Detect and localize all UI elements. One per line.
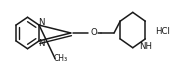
Text: N: N <box>38 39 44 48</box>
Text: HCl: HCl <box>155 27 170 36</box>
Text: N: N <box>38 18 44 27</box>
Text: CH₃: CH₃ <box>54 54 68 63</box>
Text: NH: NH <box>139 42 152 51</box>
Text: O: O <box>90 28 97 38</box>
